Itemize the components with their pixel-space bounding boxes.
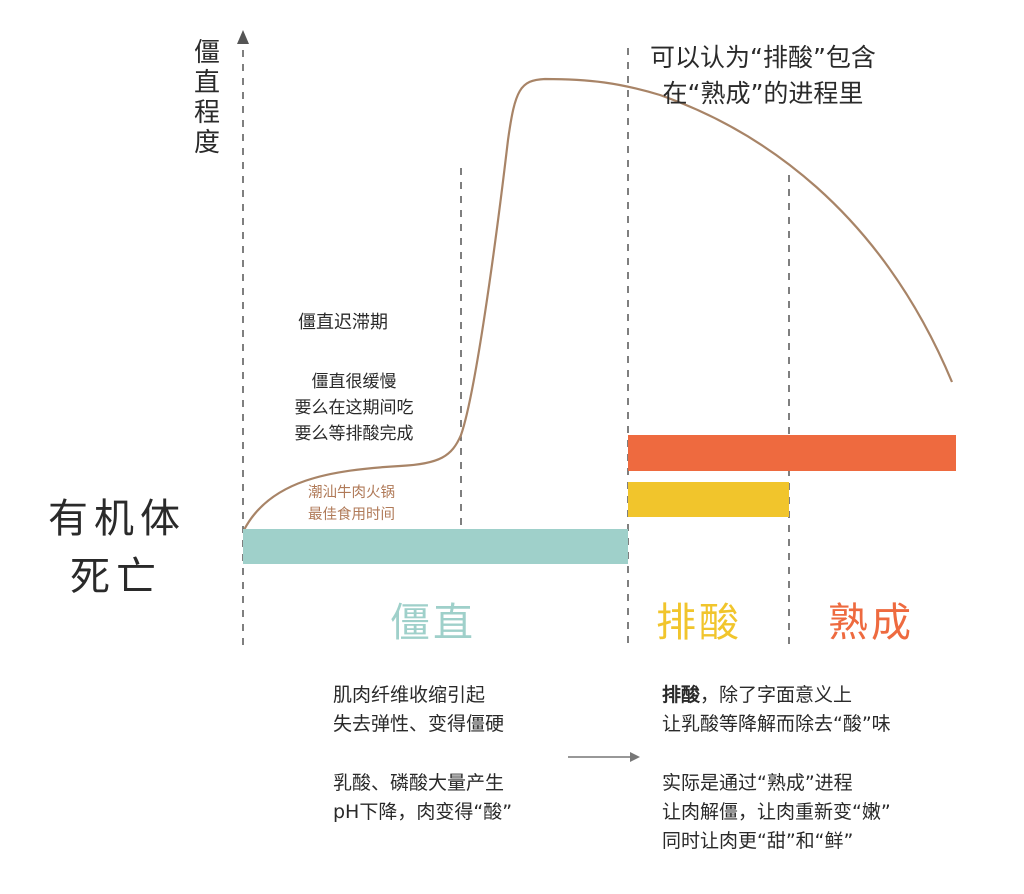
acid-desc-line-4: 让肉解僵，让肉重新变“嫩”	[662, 801, 891, 823]
top-note: 可以认为“排酸”包含 在“熟成”的进程里	[650, 40, 876, 112]
organism-death-line-1: 有机体	[48, 496, 186, 542]
lag-desc-line-3: 要么等排酸完成	[294, 424, 414, 444]
acid-desc-line-5: 同时让肉更“甜”和“鲜”	[662, 830, 854, 852]
rigor-description: 肌肉纤维收缩引起 失去弹性、变得僵硬 乳酸、磷酸大量产生 pH下降，肉变得“酸”	[333, 681, 512, 827]
acid-desc-line-2: 让乳酸等降解而除去“酸”味	[662, 713, 891, 735]
acid-desc-line-1: 排酸，除了字面意义上	[662, 681, 891, 710]
acid-removal-bar	[628, 482, 789, 517]
lag-title: 僵直迟滞期	[298, 312, 388, 333]
acid-description: 排酸，除了字面意义上 让乳酸等降解而除去“酸”味 实际是通过“熟成”进程 让肉解…	[662, 681, 891, 856]
rigor-desc-line-1: 肌肉纤维收缩引起	[333, 684, 486, 706]
chaoshan-note-line-1: 潮汕牛肉火锅	[308, 485, 395, 501]
top-note-line-1: 可以认为“排酸”包含	[650, 43, 876, 72]
aging-bar	[628, 435, 956, 471]
acid-desc-bold: 排酸	[662, 684, 701, 706]
top-note-line-2: 在“熟成”的进程里	[662, 79, 864, 108]
rigor-desc-line-3: 乳酸、磷酸大量产生	[333, 772, 505, 794]
lag-desc-line-2: 要么在这期间吃	[294, 398, 414, 418]
y-axis-arrowhead	[237, 30, 249, 44]
lag-desc: 僵直很缓慢 要么在这期间吃 要么等排酸完成	[284, 369, 424, 447]
phase-label-acid-removal: 排酸	[656, 600, 742, 646]
acid-desc-line-3: 实际是通过“熟成”进程	[662, 772, 853, 794]
y-axis-label: 僵直程度	[194, 38, 221, 158]
chaoshan-note-line-2: 最佳食用时间	[308, 507, 395, 523]
organism-death-label: 有机体 死亡	[48, 490, 186, 606]
explain-arrowhead	[630, 752, 640, 762]
organism-death-line-2: 死亡	[70, 554, 162, 600]
phase-label-rigor: 僵直	[390, 600, 476, 646]
rigor-bar	[243, 529, 628, 564]
phase-label-aging: 熟成	[828, 600, 914, 646]
lag-desc-line-1: 僵直很缓慢	[311, 372, 397, 392]
rigor-desc-line-4: pH下降，肉变得“酸”	[333, 801, 513, 823]
rigor-curve	[243, 77, 954, 531]
rigor-desc-line-2: 失去弹性、变得僵硬	[333, 713, 505, 735]
acid-desc-rest: ，除了字面意义上	[700, 684, 853, 706]
chaoshan-note: 潮汕牛肉火锅 最佳食用时间	[308, 482, 395, 526]
